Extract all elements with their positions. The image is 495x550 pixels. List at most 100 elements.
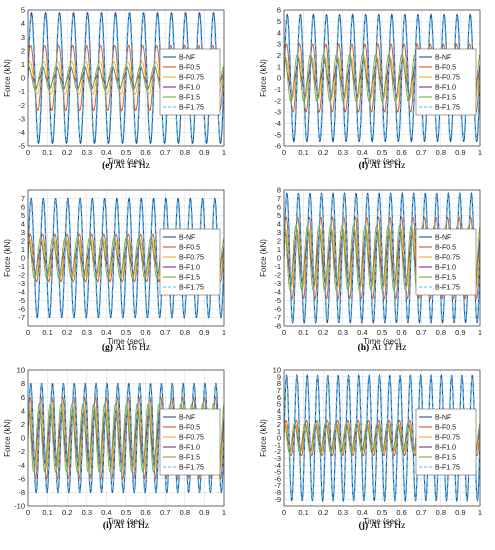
legend-entry: B-F1.0 [179,445,200,452]
x-tick-label: 0.7 [160,148,170,157]
y-tick-label: 1 [277,245,281,254]
series-line-b-f15 [28,403,224,473]
x-tick-label: 0.5 [121,328,131,337]
y-tick-label: 4 [21,19,25,28]
x-tick-label: 0.6 [396,328,406,337]
legend-entry: B-NF [179,415,195,422]
axes-frame [27,369,225,507]
chart-panel: 0 0.1 0.2 0.3 0.4 0.5 0.6 0.7 0.8 0.9 1 -6 -5 -4 -3 -2 -… [259,6,482,171]
y-tick-label: -2 [274,96,281,105]
y-tick-label: -4 [18,128,25,137]
x-tick-label: 1 [478,148,482,157]
y-tick-label: -7 [274,481,281,490]
y-tick-label: 2 [21,420,25,429]
y-tick-label: 2 [21,237,25,246]
y-tick-label: -6 [18,305,25,314]
legend-entry: B-F1.75 [179,465,204,472]
axes-frame [283,369,481,507]
x-tick-label: 1 [222,328,226,337]
y-tick-label: 0 [21,434,25,443]
y-axis-label: Force (kN) [3,59,12,97]
y-tick-label: 8 [277,186,281,195]
x-tick-label: 0.6 [140,328,150,337]
y-tick-label: -1 [274,262,281,271]
y-tick-label: -7 [274,313,281,322]
legend-entry: B-F1.0 [179,85,200,92]
legend: B-NF B-F0.5 B-F0.75 B-F1.0 B-F1.5 B-F1.75 [415,48,477,116]
legend-entry: B-F1.0 [179,265,200,272]
y-tick-label: -2 [274,271,281,280]
legend-entry: B-NF [179,235,195,242]
panel-caption: (i) At 18 Hz [103,520,149,531]
y-tick-label: 5 [21,6,25,15]
legend-entry: B-F1.0 [435,445,456,452]
y-tick-label: -1 [274,440,281,449]
x-tick-label: 0.5 [377,508,387,517]
y-tick-label: -10 [14,502,25,511]
y-tick-label: 2 [277,237,281,246]
y-tick-label: 3 [277,228,281,237]
x-tick-label: 0.8 [436,508,446,517]
y-tick-label: 9 [277,372,281,381]
y-tick-label: -8 [274,488,281,497]
x-tick-label: 0.9 [455,148,465,157]
x-tick-label: 0.4 [101,148,111,157]
y-tick-label: 2 [277,51,281,60]
panel-caption-label: (g) [102,342,115,353]
axes-frame [283,189,481,327]
y-tick-label: 1 [277,427,281,436]
panel-caption: (h) At 17 Hz [358,342,407,353]
x-tick-label: 0.8 [180,328,190,337]
x-tick-label: 0.2 [318,508,328,517]
legend: B-NF B-F0.5 B-F0.75 B-F1.0 B-F1.5 B-F1.75 [159,228,221,296]
y-tick-label: -5 [18,296,25,305]
x-tick-label: 0.5 [377,148,387,157]
panel-caption-text: At 15 Hz [371,161,406,171]
x-tick-label: 0.4 [357,148,367,157]
x-tick-label: 0.1 [298,148,308,157]
y-tick-label: -4 [274,461,281,470]
axes-frame [27,189,225,327]
y-axis-label: Force (kN) [259,239,268,277]
x-tick-label: 0.8 [180,508,190,517]
legend: B-NF B-F0.5 B-F0.75 B-F1.0 B-F1.5 B-F1.75 [159,48,221,116]
y-tick-label: 6 [277,393,281,402]
series-line-b-f175 [28,14,224,142]
legend-entry: B-F0.75 [435,75,460,82]
panel-caption-label: (e) [102,160,115,171]
x-tick-label: 1 [478,508,482,517]
x-tick-label: 0.2 [62,148,72,157]
y-tick-label: 3 [21,228,25,237]
y-tick-label: 7 [21,194,25,203]
y-tick-label: 0 [21,254,25,263]
panel-caption-label: (h) [358,342,372,353]
x-tick-label: 0 [282,508,286,517]
x-axis-label: Time (sec) [363,157,401,166]
x-tick-label: 0.9 [199,148,209,157]
y-tick-label: 6 [277,6,281,15]
x-tick-label: 0.6 [140,148,150,157]
legend-entry: B-F0.5 [435,65,456,72]
legend-entry: B-F0.5 [435,245,456,252]
y-tick-label: -3 [274,279,281,288]
y-tick-label: 1 [21,245,25,254]
x-tick-label: 0 [282,328,286,337]
panel-caption: (g) At 16 Hz [102,342,150,353]
y-axis-label: Force (kN) [3,419,12,457]
legend-box [159,408,221,476]
panel-caption-text: At 17 Hz [372,343,407,353]
x-tick-label: 0.4 [101,328,111,337]
x-tick-label: 0.3 [82,328,92,337]
x-tick-label: 0.7 [160,328,170,337]
x-tick-label: 0.4 [357,328,367,337]
x-tick-label: 0.5 [121,148,131,157]
panel-caption-label: (j) [359,520,371,531]
y-tick-label: -3 [18,279,25,288]
x-tick-label: 0.7 [416,508,426,517]
x-tick-label: 0.9 [199,328,209,337]
y-tick-label: -4 [274,119,281,128]
x-tick-label: 0.6 [396,148,406,157]
y-tick-label: -2 [18,447,25,456]
y-tick-label: 2 [277,420,281,429]
